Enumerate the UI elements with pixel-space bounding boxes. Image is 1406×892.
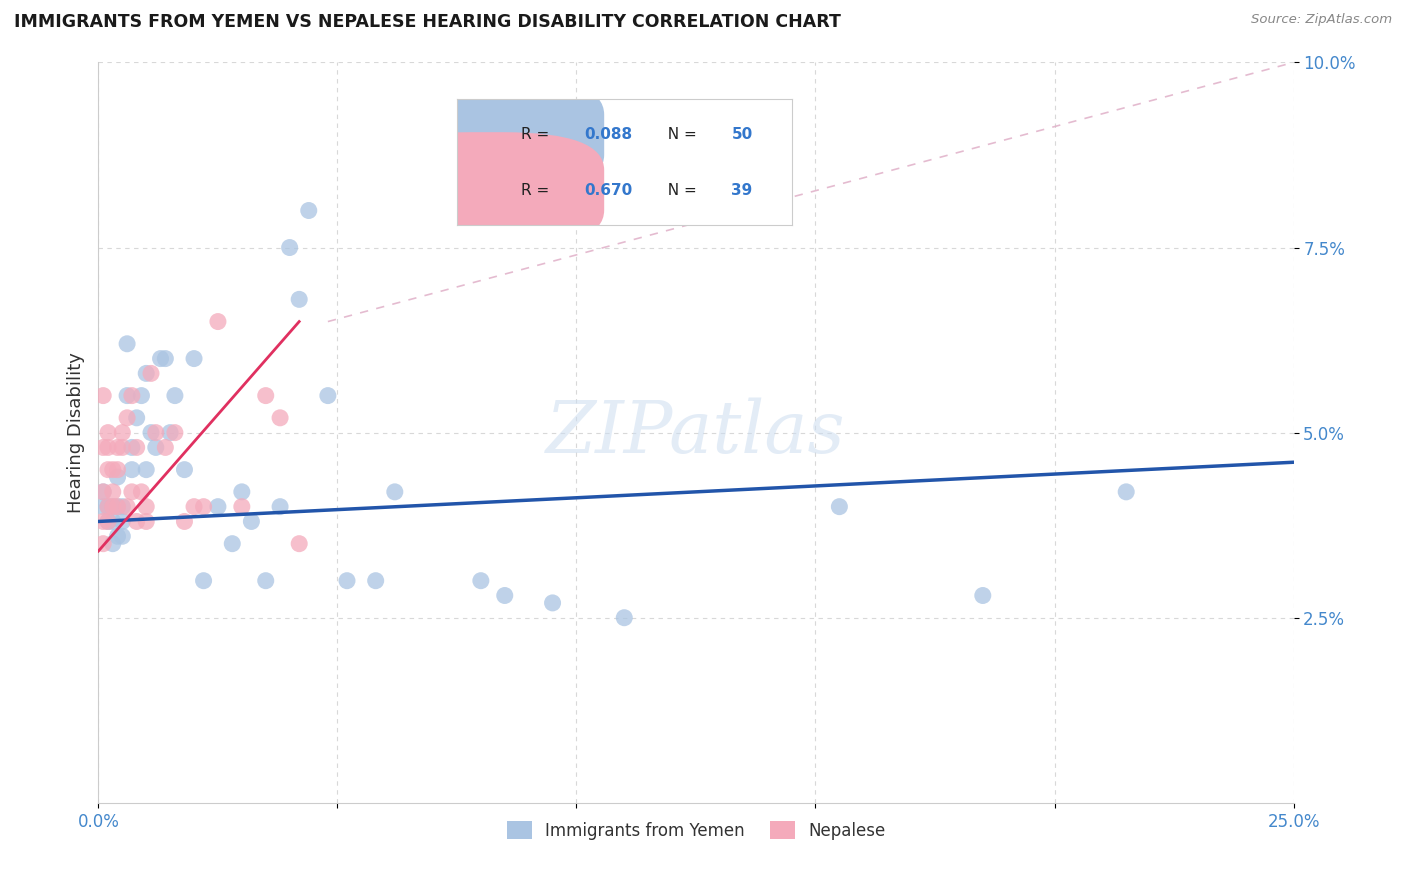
Point [101, 500, 124, 514]
Point [155, 351, 177, 366]
Point [541, 596, 564, 610]
Point [972, 589, 994, 603]
Point [97, 425, 120, 440]
Point [101, 462, 124, 476]
Point [163, 425, 186, 440]
Point [101, 500, 124, 514]
Point [97, 441, 120, 455]
Point [139, 425, 162, 440]
Point [111, 529, 134, 543]
Point [101, 484, 124, 499]
Point [91, 515, 114, 529]
Point [121, 484, 143, 499]
Point [384, 484, 406, 499]
Point [193, 500, 215, 514]
Point [288, 293, 311, 307]
Text: IMMIGRANTS FROM YEMEN VS NEPALESE HEARING DISABILITY CORRELATION CHART: IMMIGRANTS FROM YEMEN VS NEPALESE HEARIN… [14, 13, 841, 31]
Point [364, 574, 387, 588]
Point [149, 351, 172, 366]
Point [145, 425, 167, 440]
Point [470, 574, 492, 588]
Point [613, 610, 636, 624]
Point [135, 500, 157, 514]
Point [131, 484, 153, 499]
Point [107, 441, 129, 455]
Point [107, 470, 129, 484]
Point [207, 500, 229, 514]
Point [173, 515, 195, 529]
Point [254, 574, 277, 588]
Point [173, 462, 195, 476]
Point [101, 515, 124, 529]
Point [221, 536, 243, 550]
Point [91, 388, 114, 402]
Point [316, 388, 339, 402]
Point [125, 441, 148, 455]
Point [269, 410, 291, 425]
Point [97, 515, 120, 529]
Point [97, 500, 120, 514]
Point [155, 441, 177, 455]
Point [107, 500, 129, 514]
Point [115, 410, 138, 425]
Point [135, 367, 157, 381]
Point [494, 589, 516, 603]
Point [121, 462, 143, 476]
Point [269, 500, 291, 514]
Point [125, 410, 148, 425]
Point [91, 536, 114, 550]
Point [111, 425, 134, 440]
Point [135, 515, 157, 529]
Point [207, 314, 229, 328]
Point [231, 500, 253, 514]
Point [278, 240, 301, 255]
Point [240, 515, 263, 529]
Point [115, 336, 138, 351]
Point [231, 484, 253, 499]
Point [107, 529, 129, 543]
Point [91, 484, 114, 499]
Point [145, 441, 167, 455]
Point [97, 515, 120, 529]
Point [101, 536, 124, 550]
Y-axis label: Hearing Disability: Hearing Disability [66, 352, 84, 513]
Point [121, 441, 143, 455]
Point [121, 388, 143, 402]
Point [115, 500, 138, 514]
Point [111, 441, 134, 455]
Point [288, 536, 311, 550]
Point [183, 500, 205, 514]
Point [115, 388, 138, 402]
Point [135, 462, 157, 476]
Point [336, 574, 359, 588]
Point [107, 462, 129, 476]
Point [193, 574, 215, 588]
Point [91, 484, 114, 499]
Point [131, 388, 153, 402]
Point [125, 515, 148, 529]
Point [298, 203, 321, 218]
Point [254, 388, 277, 402]
Point [97, 500, 120, 514]
Point [91, 500, 114, 514]
Point [111, 500, 134, 514]
Point [828, 500, 851, 514]
Text: Source: ZipAtlas.com: Source: ZipAtlas.com [1251, 13, 1392, 27]
Point [183, 351, 205, 366]
Point [91, 441, 114, 455]
Point [111, 515, 134, 529]
Point [107, 500, 129, 514]
Legend: Immigrants from Yemen, Nepalese: Immigrants from Yemen, Nepalese [501, 814, 891, 847]
Point [1115, 484, 1137, 499]
Point [139, 367, 162, 381]
Text: ZIPatlas: ZIPatlas [546, 397, 846, 468]
Point [159, 425, 181, 440]
Point [163, 388, 186, 402]
Point [97, 462, 120, 476]
